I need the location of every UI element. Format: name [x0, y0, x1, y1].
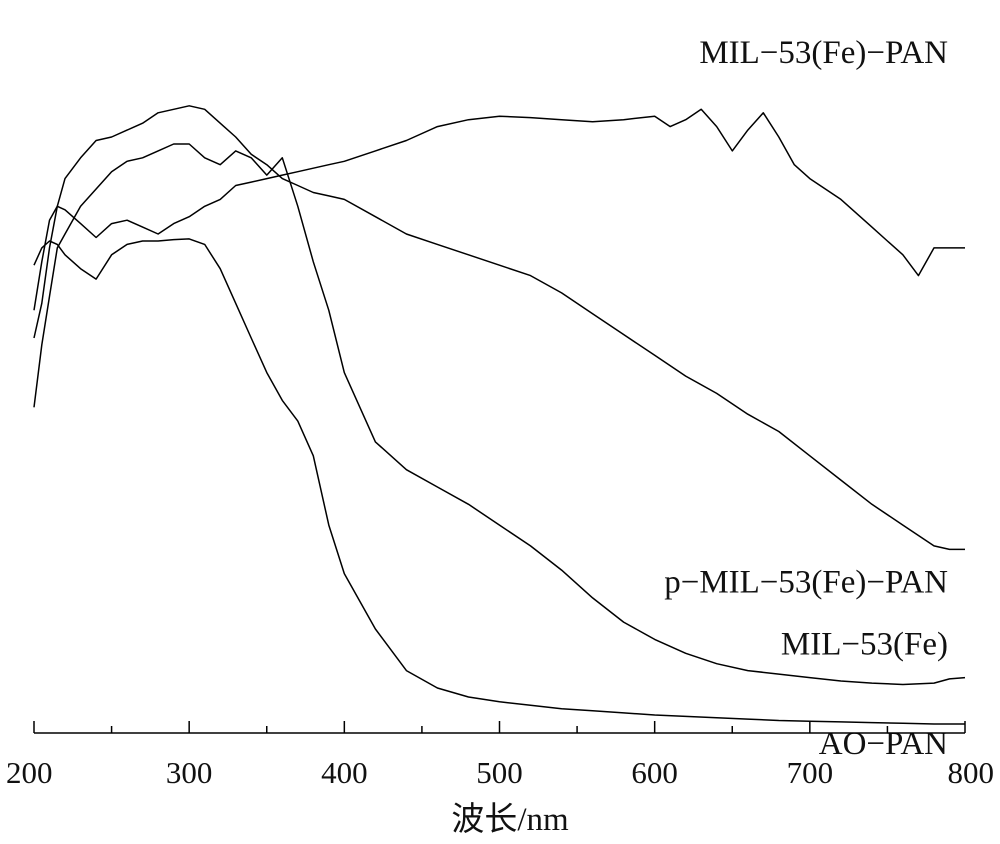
- x-tick-label: 200: [6, 755, 53, 790]
- x-tick-label: 500: [476, 755, 523, 790]
- series-labels-group: MIL−53(Fe)−PAN p−MIL−53(Fe)−PAN MIL−53(Fe)…: [664, 35, 948, 762]
- curves-group: [33, 105, 966, 725]
- series-line-3: [33, 143, 966, 686]
- series-line-4: [33, 238, 965, 725]
- series-label-3: MIL−53(Fe): [781, 627, 948, 663]
- x-axis-ticks-group: 200 300 400 500 600 700 800: [6, 721, 994, 790]
- x-tick-label: 800: [948, 755, 995, 790]
- series-line-1: [33, 108, 965, 311]
- series-line-2: [33, 105, 965, 551]
- x-tick-label: 600: [631, 755, 678, 790]
- series-label-4: AO−PAN: [819, 726, 948, 762]
- series-label-2: p−MIL−53(Fe)−PAN: [664, 564, 948, 600]
- x-tick-label: 300: [166, 755, 213, 790]
- x-tick-label: 400: [321, 755, 368, 790]
- x-axis-title: 波长/nm: [451, 801, 569, 838]
- x-tick-label: 700: [787, 755, 834, 790]
- series-label-1: MIL−53(Fe)−PAN: [699, 35, 948, 71]
